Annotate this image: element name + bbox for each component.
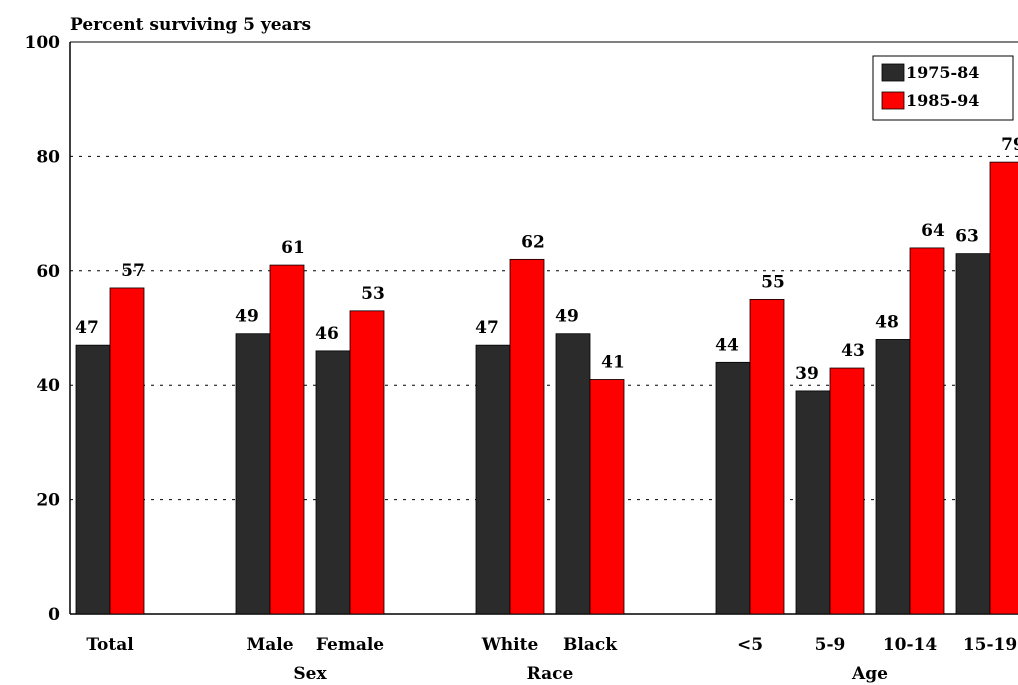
data-label: 47 <box>75 318 99 338</box>
group-labels: Sex Race Age <box>293 664 888 684</box>
bar-1975-84-5-9 <box>795 390 831 615</box>
legend-label: 1975-84 <box>906 63 979 82</box>
data-label: 62 <box>521 232 545 252</box>
data-label: 57 <box>121 261 145 281</box>
data-label: 64 <box>921 221 945 241</box>
bar-1985-94-Black <box>589 379 625 615</box>
x-tick-label: <5 <box>737 635 763 655</box>
legend: 1975-84 1985-94 <box>872 55 1014 121</box>
x-tick-label: Female <box>316 635 384 655</box>
data-label: 44 <box>715 335 739 355</box>
bar-1975-84-Black <box>555 333 591 615</box>
bar-1975-84-10-14 <box>875 339 911 615</box>
bar-1985-94-15-19 <box>989 161 1018 615</box>
data-label: 39 <box>795 364 819 384</box>
data-label: 47 <box>475 318 499 338</box>
bar-1975-84-Total <box>75 344 111 615</box>
bar-1985-94-5-9 <box>829 367 865 615</box>
data-label: 53 <box>361 284 385 304</box>
bar-1985-94-Total <box>109 287 145 615</box>
bar-1985-94-<5 <box>749 298 785 615</box>
legend-swatch <box>881 91 905 110</box>
bar-1975-84-Female <box>315 350 351 615</box>
group-label: Age <box>851 664 888 684</box>
bar-1985-94-10-14 <box>909 247 945 615</box>
x-tick-label: White <box>481 635 539 655</box>
x-tick-label: 5-9 <box>815 635 846 655</box>
bar-1985-94-White <box>509 258 545 615</box>
bar-1975-84-White <box>475 344 511 615</box>
bar-1985-94-Female <box>349 310 385 615</box>
chart-title: Percent surviving 5 years <box>70 15 311 35</box>
data-label: 43 <box>841 341 865 361</box>
bar-1975-84-15-19 <box>955 253 991 615</box>
y-tick-label: 60 <box>36 262 60 282</box>
data-label: 55 <box>761 272 785 292</box>
data-label: 48 <box>875 312 899 332</box>
x-tick-label: Total <box>86 635 134 655</box>
y-tick-label: 100 <box>25 33 61 53</box>
data-labels: 47 57 49 61 46 53 47 62 49 41 44 55 39 43 48 64 63 79 <box>75 135 1018 384</box>
x-tick-label: Black <box>563 635 618 655</box>
data-label: 49 <box>235 307 259 327</box>
data-label: 79 <box>1001 135 1018 155</box>
data-label: 49 <box>555 307 579 327</box>
y-tick-label: 40 <box>36 376 60 396</box>
x-tick-label: 10-14 <box>883 635 938 655</box>
y-axis-ticks: 0 20 40 60 80 100 <box>25 33 61 625</box>
data-label: 46 <box>315 324 339 344</box>
group-label: Sex <box>293 664 327 684</box>
y-tick-label: 80 <box>36 147 60 167</box>
bars <box>75 161 1018 615</box>
legend-swatch <box>881 63 905 82</box>
grid-lines <box>70 41 1018 501</box>
y-tick-label: 0 <box>48 605 60 625</box>
group-label: Race <box>527 664 574 684</box>
x-axis-labels: Total Male Female White Black <5 5-9 10-14 15-19 <box>86 635 1017 655</box>
bar-1975-84-<5 <box>715 361 751 615</box>
data-label: 41 <box>601 352 625 372</box>
bar-1985-94-Male <box>269 264 305 615</box>
y-tick-label: 20 <box>36 491 60 511</box>
data-label: 63 <box>955 227 979 247</box>
data-label: 61 <box>281 238 305 258</box>
x-tick-label: Male <box>246 635 293 655</box>
x-tick-label: 15-19 <box>963 635 1017 655</box>
bar-1975-84-Male <box>235 333 271 615</box>
legend-label: 1985-94 <box>906 91 979 110</box>
